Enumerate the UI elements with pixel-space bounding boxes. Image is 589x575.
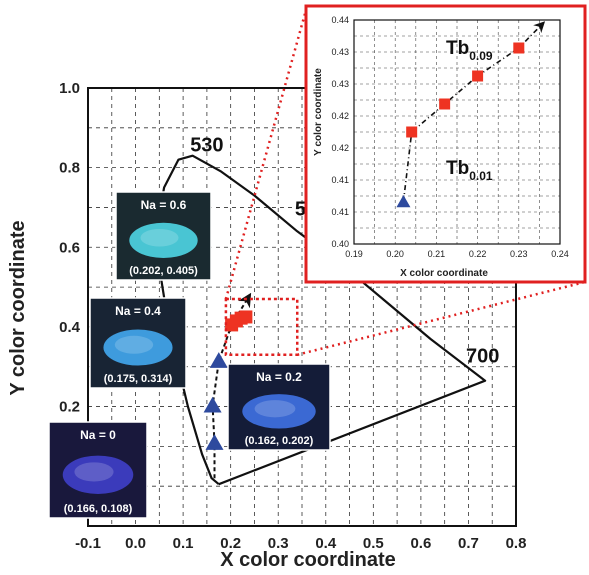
main-x-tick-label: 0.7 [458,535,479,552]
inset-y-tick-label: 0.42 [331,143,349,153]
inset-y-axis-title: Y color coordinate [313,68,324,156]
phosphor-glow [103,329,173,366]
photo-coordinate: (0.166, 0.108) [64,503,133,515]
glow-highlight [114,335,154,354]
tb-001-label: Tb0.01 [446,158,493,183]
inset-square-point [472,70,484,82]
main-y-tick-label: 1.0 [59,80,80,97]
zoom-connector-top [224,9,308,300]
sample-photo: Na = 0 (0.166, 0.108) [48,421,148,519]
main-x-tick-label: 0.1 [173,535,194,552]
main-y-tick-label: 0.6 [59,239,80,256]
inset-y-tick-label: 0.43 [331,47,349,57]
inset-plot-frame [353,19,561,245]
inset-x-axis-title: X color coordinate [400,268,488,279]
inset-y-tick-label: 0.41 [331,175,349,185]
photo-coordinate: (0.162, 0.202) [245,435,314,447]
glow-highlight [140,228,179,247]
photo-coordinate: (0.175, 0.314) [104,373,173,385]
photo-title: Na = 0.2 [256,370,302,384]
photo-title: Na = 0 [80,428,116,442]
main-x-tick-label: -0.1 [75,535,101,552]
inset-x-tick-label: 0.20 [386,249,404,259]
main-x-tick-label: 0.5 [363,535,384,552]
photo-title: Na = 0.6 [141,198,187,212]
main-y-axis-title: Y color coordinate [7,220,29,395]
inset-square-point [406,126,418,138]
glow-highlight [254,400,296,418]
inset-y-tick-label: 0.41 [331,207,349,217]
wavelength-label: 530 [190,135,223,157]
zoom-connector-bottom [296,280,586,356]
main-x-tick-label: 0.8 [506,535,527,552]
phosphor-glow [242,394,316,429]
photo-title: Na = 0.4 [115,304,161,318]
photo-coordinate: (0.202, 0.405) [129,265,198,277]
inset-x-tick-label: 0.21 [428,249,446,259]
inset-square-point [439,98,451,110]
main-data-points [203,310,253,450]
inset-y-tick-label: 0.44 [331,15,349,25]
inset-y-tick-labels: 0.40 0.41 0.41 0.42 0.42 0.43 0.43 0.44 [331,15,349,249]
main-x-tick-labels: -0.1 0.0 0.1 0.2 0.3 0.4 0.5 0.6 0.7 0.8 [75,535,526,552]
phosphor-glow [62,455,134,494]
main-x-tick-label: 0.4 [315,535,337,552]
sample-photos: Na = 0.6 (0.202, 0.405) Na = 0.4 (0.175, 0.… [48,191,331,519]
inset-square-point [513,42,525,54]
main-chart: -0.1 0.0 0.1 0.2 0.3 0.4 0.5 0.6 0.7 0.8 0.0 0.2 0.… [7,80,526,571]
main-x-tick-label: 0.3 [268,535,289,552]
inset-data-points [396,42,525,208]
inset-x-tick-label: 0.23 [510,249,528,259]
main-x-tick-label: 0.6 [410,535,431,552]
spectral-locus [155,154,487,486]
square-point [239,310,253,324]
inset-y-tick-label: 0.42 [331,111,349,121]
main-plot-frame [87,87,517,527]
inset-y-tick-label: 0.40 [331,239,349,249]
main-y-tick-label: 0.4 [59,319,81,336]
triangle-point [209,352,228,368]
inset-x-tick-label: 0.24 [551,249,569,259]
tb-009-label: Tb0.09 [446,38,493,63]
main-x-axis-title: X color coordinate [220,549,396,571]
glow-highlight [74,462,114,482]
main-x-tick-label: 0.0 [125,535,146,552]
inset-x-tick-label: 0.19 [345,249,363,259]
triangle-point [203,396,222,413]
sample-photo: Na = 0.2 (0.162, 0.202) [227,363,331,451]
main-y-tick-label: 0.8 [59,160,80,177]
sample-photo: Na = 0.6 (0.202, 0.405) [115,191,212,281]
wavelength-label: 700 [466,346,499,368]
main-x-tick-label: 0.2 [220,535,241,552]
sample-photo: Na = 0.4 (0.175, 0.314) [89,297,187,389]
main-y-tick-label: 0.2 [59,399,80,416]
phosphor-glow [129,222,198,258]
inset-triangle-point [396,195,411,208]
inset-chart: 0.19 0.20 0.21 0.22 0.23 0.24 0.400.410.410.4… [304,4,587,284]
zoom-region-box [224,297,299,357]
inset-x-tick-labels: 0.19 0.20 0.21 0.22 0.23 0.24 [345,249,569,259]
triangle-point [205,434,224,450]
inset-y-tick-label: 0.43 [331,79,349,89]
inset-x-tick-label: 0.22 [469,249,487,259]
